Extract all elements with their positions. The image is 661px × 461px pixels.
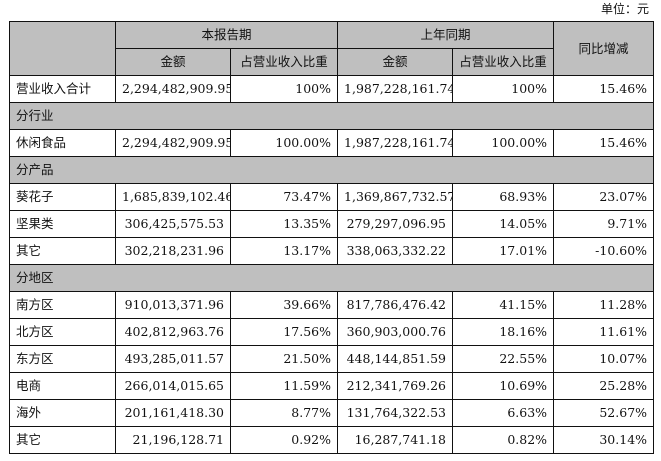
current-amount-cell: 402,812,963.76: [115, 318, 231, 346]
current-amount-cell: 21,196,128.71: [115, 426, 231, 454]
current-share-cell: 8.77%: [229, 399, 339, 427]
prior-share-cell: 100%: [452, 75, 555, 103]
current-share-cell: 13.17%: [229, 237, 339, 265]
yoy-cell: 30.14%: [553, 426, 655, 454]
header-row-1: 本报告期 上年同期 同比增减: [9, 21, 655, 76]
row-label: 营业收入合计: [9, 75, 116, 103]
current-amount-cell: 2,294,482,909.95: [115, 75, 231, 103]
header-prior-amount: 金额: [337, 48, 454, 76]
yoy-cell: 25.28%: [553, 372, 655, 400]
prior-share-cell: 0.82%: [452, 426, 555, 454]
table-row: 北方区 402,812,963.76 17.56% 360,903,000.76 18.…: [9, 318, 655, 346]
current-amount-cell: 1,685,839,102.46: [115, 183, 231, 211]
prior-amount-cell: 212,341,769.26: [337, 372, 454, 400]
header-prior-share: 占营业收入比重: [452, 48, 555, 76]
current-share-cell: 17.56%: [229, 318, 339, 346]
header-current-period: 本报告期: [114, 21, 339, 49]
section-title: 分地区: [8, 264, 655, 292]
section-title: 分产品: [8, 156, 655, 184]
header-current-share: 占营业收入比重: [229, 48, 339, 76]
row-label: 南方区: [9, 291, 116, 319]
revenue-table: 本报告期 上年同期 同比增减 金额 占营业收入比重 金额 占营业收入比重 营业收…: [8, 21, 655, 454]
prior-share-cell: 17.01%: [452, 237, 555, 265]
prior-share-cell: 6.63%: [452, 399, 555, 427]
yoy-cell: 9.71%: [553, 210, 655, 238]
current-amount-cell: 201,161,418.30: [115, 399, 231, 427]
row-label: 坚果类: [9, 210, 116, 238]
table-row: 海外 201,161,418.30 8.77% 131,764,322.53 6.63%…: [9, 399, 655, 427]
row-label: 休闲食品: [9, 129, 116, 157]
yoy-cell: 23.07%: [553, 183, 655, 211]
prior-share-cell: 14.05%: [452, 210, 555, 238]
section-title: 分行业: [8, 102, 655, 130]
row-label: 其它: [9, 237, 116, 265]
current-amount-cell: 302,218,231.96: [115, 237, 231, 265]
current-share-cell: 100%: [229, 75, 339, 103]
section-header-row: 分行业: [8, 102, 655, 130]
yoy-cell: -10.60%: [553, 237, 655, 265]
row-label: 其它: [9, 426, 116, 454]
current-share-cell: 100.00%: [229, 129, 339, 157]
yoy-cell: 11.61%: [553, 318, 655, 346]
prior-amount-cell: 1,987,228,161.74: [337, 129, 454, 157]
row-label: 东方区: [9, 345, 116, 373]
prior-amount-cell: 817,786,476.42: [337, 291, 454, 319]
yoy-cell: 15.46%: [553, 75, 655, 103]
current-share-cell: 13.35%: [229, 210, 339, 238]
header-blank-cell: [9, 21, 116, 76]
current-amount-cell: 2,294,482,909.95: [115, 129, 231, 157]
row-label: 北方区: [9, 318, 116, 346]
prior-amount-cell: 1,987,228,161.74: [337, 75, 454, 103]
table-row: 东方区 493,285,011.57 21.50% 448,144,851.59 22.…: [9, 345, 655, 373]
table-row: 坚果类 306,425,575.53 13.35% 279,297,096.95 14.…: [9, 210, 655, 238]
table-row: 其它 302,218,231.96 13.17% 338,063,332.22 17.0…: [9, 237, 655, 265]
prior-amount-cell: 360,903,000.76: [337, 318, 454, 346]
row-label: 葵花子: [9, 183, 116, 211]
yoy-cell: 15.46%: [553, 129, 655, 157]
table-row: 南方区 910,013,371.96 39.66% 817,786,476.42 41.…: [9, 291, 655, 319]
prior-share-cell: 68.93%: [452, 183, 555, 211]
table-body: 营业收入合计 2,294,482,909.95 100% 1,987,228,1…: [8, 75, 655, 454]
table-row: 其它 21,196,128.71 0.92% 16,287,741.18 0.82% 30…: [9, 426, 655, 454]
table-row: 葵花子 1,685,839,102.46 73.47% 1,369,867,732.5…: [9, 183, 655, 211]
header-yoy: 同比增减: [553, 21, 655, 76]
current-share-cell: 11.59%: [229, 372, 339, 400]
prior-share-cell: 22.55%: [452, 345, 555, 373]
header-current-amount: 金额: [115, 48, 231, 76]
current-share-cell: 21.50%: [229, 345, 339, 373]
current-amount-cell: 306,425,575.53: [115, 210, 231, 238]
row-label: 电商: [9, 372, 116, 400]
yoy-cell: 52.67%: [553, 399, 655, 427]
prior-share-cell: 10.69%: [452, 372, 555, 400]
current-amount-cell: 493,285,011.57: [115, 345, 231, 373]
prior-amount-cell: 279,297,096.95: [337, 210, 454, 238]
table-row: 休闲食品 2,294,482,909.95 100.00% 1,987,228,161…: [9, 129, 655, 157]
section-header-row: 分产品: [8, 156, 655, 184]
current-share-cell: 39.66%: [229, 291, 339, 319]
prior-share-cell: 100.00%: [452, 129, 555, 157]
prior-amount-cell: 338,063,332.22: [337, 237, 454, 265]
unit-label: 单位：元: [600, 2, 649, 16]
current-share-cell: 0.92%: [229, 426, 339, 454]
current-amount-cell: 266,014,015.65: [115, 372, 231, 400]
row-label: 海外: [9, 399, 116, 427]
header-prior-period: 上年同期: [337, 21, 555, 49]
revenue-table-wrapper: 本报告期 上年同期 同比增减 金额 占营业收入比重 金额 占营业收入比重 营业收…: [8, 21, 655, 454]
prior-share-cell: 41.15%: [452, 291, 555, 319]
section-header-row: 分地区: [8, 264, 655, 292]
prior-share-cell: 18.16%: [452, 318, 555, 346]
total-row: 营业收入合计 2,294,482,909.95 100% 1,987,228,1…: [9, 75, 655, 103]
prior-amount-cell: 1,369,867,732.57: [337, 183, 454, 211]
prior-amount-cell: 16,287,741.18: [337, 426, 454, 454]
yoy-cell: 11.28%: [553, 291, 655, 319]
yoy-cell: 10.07%: [553, 345, 655, 373]
table-row: 电商 266,014,015.65 11.59% 212,341,769.26 10.6…: [9, 372, 655, 400]
current-amount-cell: 910,013,371.96: [115, 291, 231, 319]
current-share-cell: 73.47%: [229, 183, 339, 211]
prior-amount-cell: 448,144,851.59: [337, 345, 454, 373]
prior-amount-cell: 131,764,322.53: [337, 399, 454, 427]
header-row-2: 金额 占营业收入比重 金额 占营业收入比重: [10, 48, 654, 76]
